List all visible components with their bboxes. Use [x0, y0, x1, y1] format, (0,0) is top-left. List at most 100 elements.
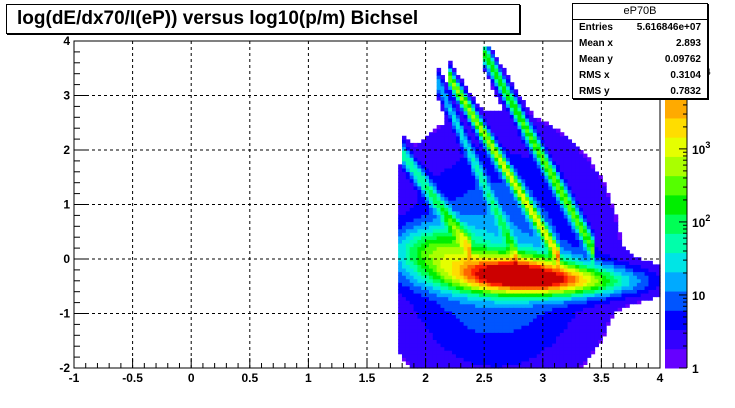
heatmap-cell	[598, 332, 603, 337]
heatmap-cell	[556, 278, 561, 283]
heatmap-cell	[452, 214, 457, 219]
heatmap-cell	[602, 214, 607, 219]
heatmap-cell	[486, 132, 492, 137]
heatmap-cell	[606, 192, 611, 198]
heatmap-cell	[479, 125, 484, 130]
heatmap-cell	[467, 314, 472, 319]
heatmap-cell	[494, 153, 499, 158]
heatmap-cell	[463, 321, 469, 326]
heatmap-cell	[494, 225, 499, 230]
heatmap-cell	[428, 328, 434, 333]
heatmap-cell	[452, 360, 457, 366]
heatmap-cell	[513, 171, 519, 176]
heatmap-cell	[540, 314, 546, 319]
heatmap-cell	[494, 289, 499, 294]
heatmap-cell	[525, 225, 530, 230]
heatmap-cell	[444, 271, 449, 276]
heatmap-cell	[405, 300, 411, 305]
heatmap-cell	[455, 342, 461, 348]
heatmap-cell	[521, 246, 526, 251]
heatmap-cell	[594, 267, 599, 273]
heatmap-cell	[467, 275, 472, 280]
heatmap-cell	[471, 125, 476, 130]
heatmap-cell	[486, 185, 492, 190]
heatmap-cell	[521, 157, 526, 162]
heatmap-cell	[490, 207, 496, 212]
heatmap-cell	[633, 264, 638, 269]
heatmap-cell	[613, 235, 619, 240]
heatmap-cell	[401, 160, 407, 165]
heatmap-cell	[559, 357, 565, 362]
heatmap-cell	[513, 196, 519, 201]
heatmap-cell	[513, 364, 519, 369]
heatmap-cell	[459, 117, 465, 123]
heatmap-cell	[517, 332, 522, 337]
heatmap-cell	[425, 228, 430, 233]
heatmap-cell	[409, 335, 415, 341]
heatmap-cell	[486, 357, 492, 362]
heatmap-cell	[452, 275, 457, 280]
heatmap-cell	[432, 360, 438, 366]
heatmap-cell	[556, 250, 561, 255]
heatmap-cell	[467, 292, 472, 298]
heatmap-cell	[582, 346, 588, 351]
heatmap-cell	[544, 239, 549, 244]
heatmap-cell	[401, 178, 407, 183]
heatmap-cell	[532, 125, 538, 130]
heatmap-cell	[455, 271, 461, 276]
heatmap-cell	[459, 192, 465, 198]
heatmap-cell	[617, 289, 623, 294]
heatmap-cell	[452, 167, 457, 173]
heatmap-cell	[598, 335, 603, 341]
heatmap-cell	[505, 232, 511, 237]
heatmap-cell	[471, 221, 476, 226]
heatmap-cell	[448, 107, 453, 112]
heatmap-cell	[536, 128, 542, 133]
heatmap-cell	[613, 214, 619, 219]
heatmap-cell	[452, 185, 457, 190]
heatmap-cell	[513, 314, 519, 319]
heatmap-cell	[556, 157, 561, 162]
heatmap-cell	[521, 292, 526, 298]
heatmap-cell	[602, 221, 607, 226]
heatmap-cell	[563, 182, 569, 187]
heatmap-cell	[440, 153, 445, 158]
heatmap-cell	[459, 310, 465, 316]
heatmap-cell	[444, 296, 449, 301]
heatmap-cell	[498, 82, 503, 87]
heatmap-cell	[409, 217, 415, 223]
heatmap-cell	[467, 203, 472, 208]
heatmap-cell	[509, 296, 515, 301]
heatmap-cell	[529, 317, 534, 323]
heatmap-cell	[455, 107, 461, 112]
heatmap-cell	[598, 214, 603, 219]
heatmap-cell	[448, 357, 453, 362]
heatmap-cell	[494, 189, 499, 194]
heatmap-cell	[475, 107, 480, 112]
heatmap-cell	[517, 253, 522, 258]
heatmap-cell	[448, 175, 453, 180]
heatmap-cell	[444, 232, 449, 237]
heatmap-cell	[575, 296, 580, 301]
heatmap-cell	[606, 260, 611, 265]
heatmap-cell	[544, 178, 549, 183]
heatmap-cell	[594, 253, 599, 258]
heatmap-cell	[471, 150, 476, 155]
heatmap-cell	[498, 210, 503, 215]
heatmap-cell	[556, 132, 561, 137]
heatmap-cell	[590, 350, 596, 355]
heatmap-cell	[529, 325, 534, 330]
heatmap-cell	[502, 275, 507, 280]
heatmap-cell	[656, 267, 661, 273]
heatmap-cell	[648, 289, 653, 294]
heatmap-cell	[498, 328, 503, 333]
heatmap-cell	[571, 307, 576, 312]
heatmap-cell	[552, 271, 557, 276]
heatmap-cell	[532, 314, 538, 319]
heatmap-cell	[621, 250, 626, 255]
heatmap-cell	[455, 146, 461, 151]
heatmap-cell	[563, 292, 569, 298]
heatmap-cell	[444, 132, 449, 137]
heatmap-cell	[590, 235, 596, 240]
heatmap-cell	[401, 353, 407, 358]
